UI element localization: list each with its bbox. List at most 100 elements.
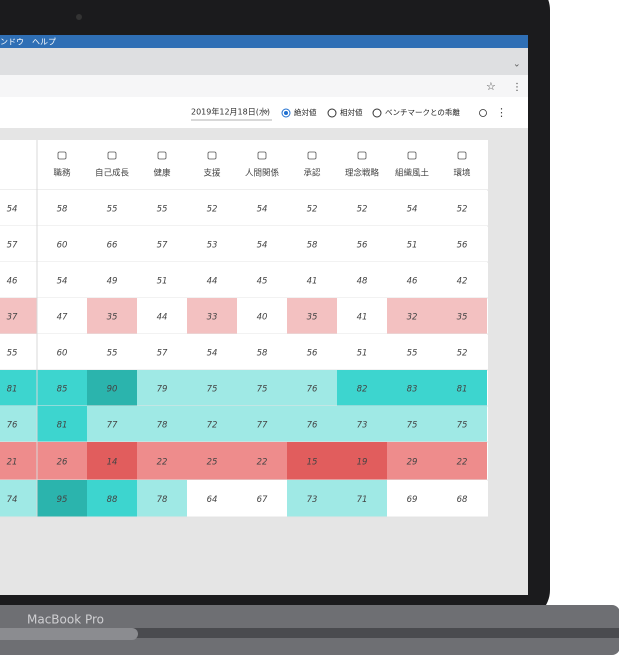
heat-cell: [187, 226, 237, 262]
cell-value: 35: [107, 313, 118, 323]
heat-cell: [87, 298, 137, 334]
heat-cell: [187, 480, 237, 517]
cell-value: 21: [7, 458, 18, 468]
cell-value: 73: [357, 421, 368, 431]
heat-cell: [337, 334, 387, 370]
heat-cell: [287, 190, 337, 226]
heat-cell: [337, 298, 387, 334]
heat-cell: [37, 262, 87, 298]
heat-cell: [87, 370, 137, 406]
heat-cell: [37, 226, 87, 262]
heat-cell: [387, 480, 437, 517]
date-picker[interactable]: 2019年12月18日(水): [191, 107, 270, 117]
heat-cell: [237, 226, 287, 262]
cell-value: 14: [107, 458, 118, 468]
heat-cell: [437, 370, 487, 406]
heat-cell: [437, 190, 487, 226]
bookmark-star[interactable]: ☆: [486, 80, 496, 93]
heat-cell: [137, 442, 187, 480]
cell-value: 52: [307, 205, 318, 215]
heat-cell: [137, 334, 187, 370]
cell-value: 52: [457, 349, 468, 359]
heat-cell: [137, 262, 187, 298]
heat-cell: [437, 442, 487, 480]
heat-cell: [437, 406, 487, 442]
heat-cell: [0, 190, 37, 226]
radio-label[interactable]: 相対値: [340, 107, 363, 117]
heat-cell: [437, 298, 487, 334]
radio[interactable]: [372, 108, 382, 118]
heat-cell: [237, 190, 287, 226]
cell-value: 44: [207, 277, 218, 287]
column-header: 支援: [203, 168, 221, 179]
cell-value: 52: [457, 205, 468, 215]
cell-value: 76: [307, 385, 318, 395]
cell-value: 47: [57, 313, 68, 323]
cell-value: 54: [207, 349, 218, 359]
heat-cell: [137, 370, 187, 406]
cell-value: 32: [407, 313, 418, 323]
column-header: 健康: [153, 168, 171, 179]
cell-value: 72: [207, 421, 218, 431]
heat-cell: [137, 298, 187, 334]
heat-cell: [0, 480, 37, 517]
heat-cell: [237, 406, 287, 442]
heat-cell: [387, 226, 437, 262]
heat-cell: [37, 480, 87, 517]
column-icon: [257, 151, 267, 160]
cell-value: 52: [357, 205, 368, 215]
heat-cell: [187, 406, 237, 442]
radio-label[interactable]: ベンチマークとの乖離: [385, 107, 460, 117]
column-header: 人間関係: [245, 169, 280, 179]
cell-value: 57: [157, 349, 168, 359]
cell-value: 25: [207, 458, 218, 468]
cell-value: 41: [357, 313, 368, 323]
cell-value: 52: [207, 205, 218, 215]
heat-cell: [0, 262, 37, 298]
heat-cell: [0, 442, 37, 480]
app-toolbar: [0, 97, 528, 128]
cell-value: 54: [257, 205, 268, 215]
heat-cell: [37, 370, 87, 406]
heat-cell: [387, 370, 437, 406]
cell-value: 76: [7, 421, 18, 431]
cell-value: 55: [157, 205, 168, 215]
cell-value: 41: [307, 277, 318, 287]
cell-value: 51: [157, 277, 168, 287]
cell-value: 67: [257, 495, 268, 505]
heat-cell: [0, 334, 37, 370]
cell-value: 51: [407, 241, 418, 251]
cell-value: 69: [407, 495, 418, 505]
heat-cell: [237, 334, 287, 370]
radio-label[interactable]: 絶対値: [294, 107, 317, 117]
heat-cell: [87, 190, 137, 226]
menu-item[interactable]: ンドウ: [0, 38, 24, 47]
tab-menu[interactable]: ⌄: [513, 60, 521, 70]
menu-item[interactable]: ヘルプ: [32, 38, 56, 47]
heat-cell: [337, 442, 387, 480]
camera: [76, 14, 82, 20]
heat-cell: [37, 334, 87, 370]
column-header: 組織風土: [395, 168, 430, 179]
app-menu[interactable]: ⋮: [496, 106, 507, 119]
heat-cell: [287, 262, 337, 298]
heat-cell: [87, 480, 137, 517]
cell-value: 26: [57, 458, 68, 468]
heat-cell: [0, 370, 37, 406]
heat-cell: [37, 298, 87, 334]
column-icon: [407, 151, 417, 160]
cell-value: 51: [357, 349, 368, 359]
cell-value: 54: [57, 277, 68, 287]
heat-cell: [0, 298, 37, 334]
cell-value: 73: [307, 495, 318, 505]
radio[interactable]: [327, 108, 337, 118]
date-caret: ▾: [265, 109, 268, 116]
heat-cell: [0, 406, 37, 442]
tab-strip: [0, 48, 528, 75]
heat-cell: [387, 190, 437, 226]
cell-value: 75: [457, 421, 468, 431]
cell-value: 66: [107, 241, 118, 251]
heat-cell: [237, 298, 287, 334]
browser-menu[interactable]: ⋮: [512, 82, 522, 93]
